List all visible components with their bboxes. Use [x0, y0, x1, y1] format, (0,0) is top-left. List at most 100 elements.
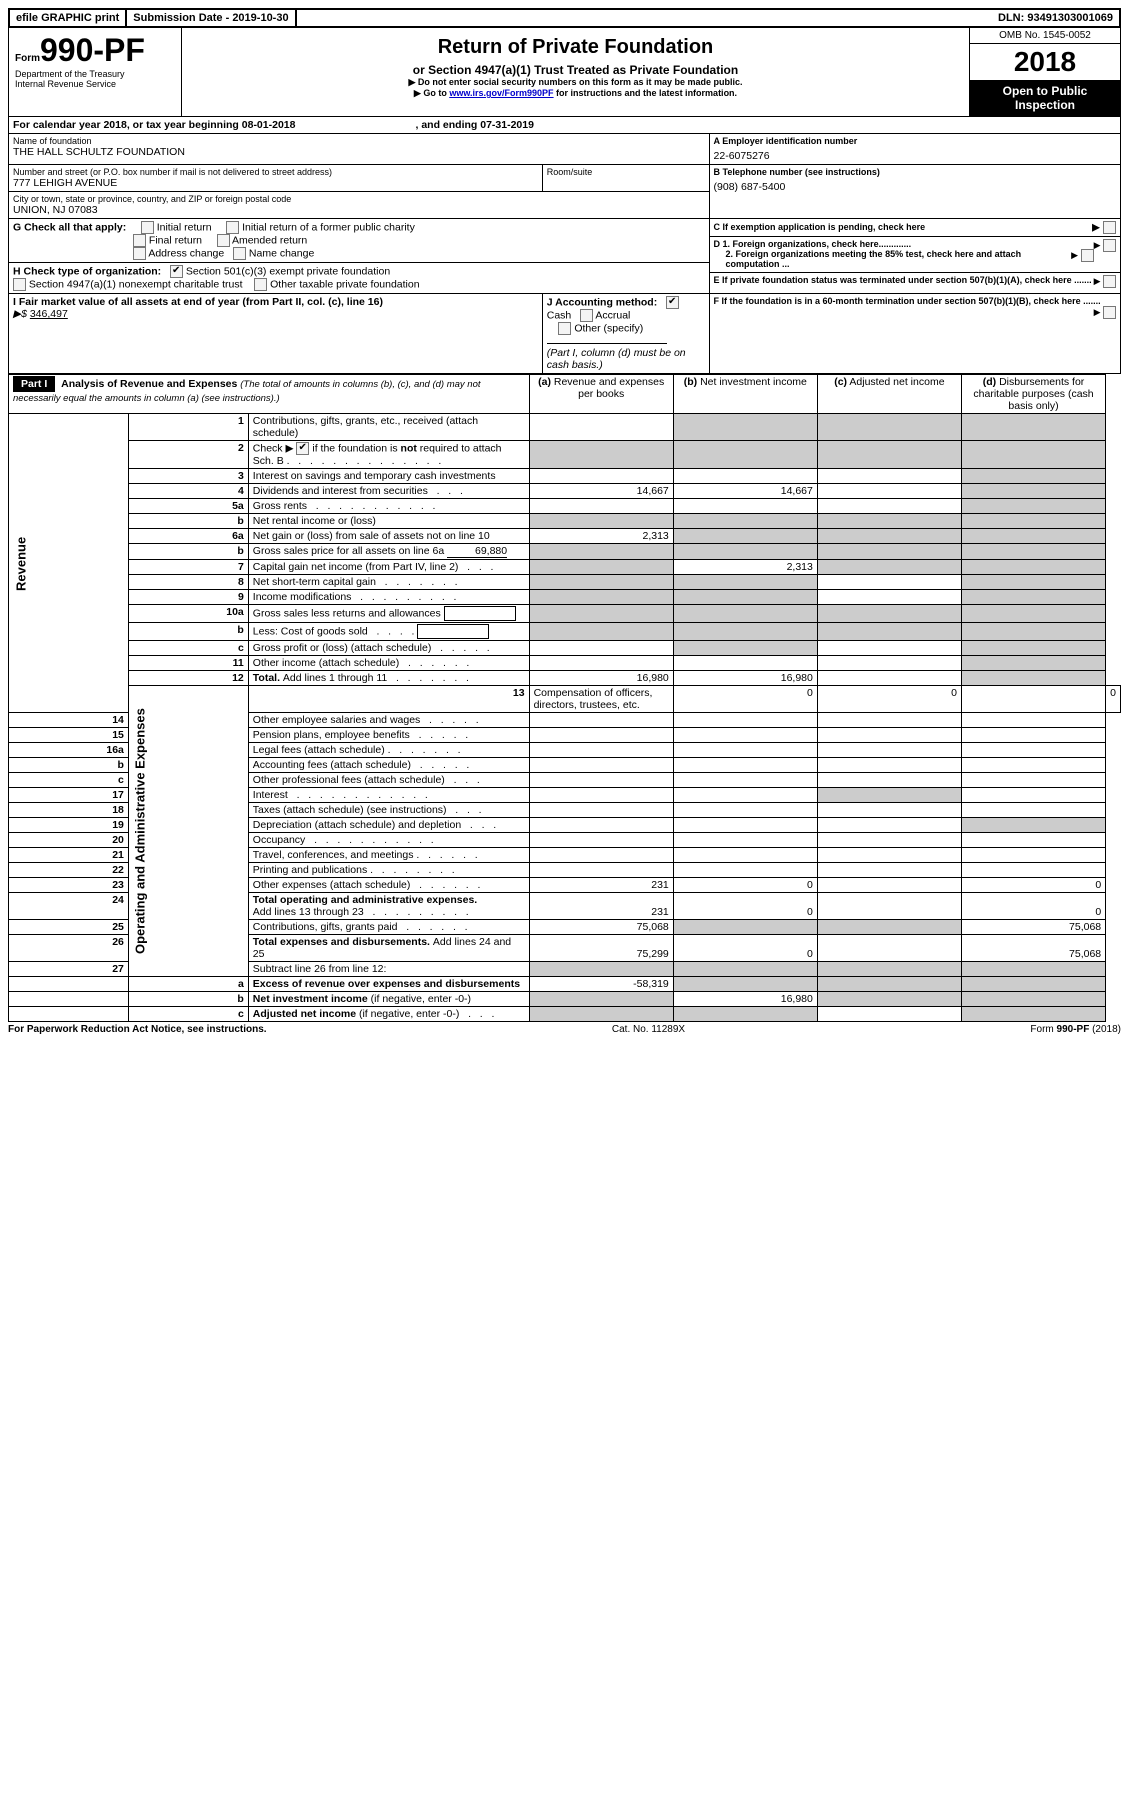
line10b-input[interactable]: [417, 624, 489, 639]
col-a: Revenue and expenses per books: [554, 376, 664, 400]
c-label: C If exemption application is pending, c…: [714, 222, 926, 232]
dept-label: Department of the Treasury: [15, 69, 175, 79]
line27: Subtract line 26 from line 12:: [248, 962, 529, 977]
line9: Income modifications: [253, 591, 352, 603]
val-24b: 0: [673, 893, 817, 920]
cash-checkbox[interactable]: [666, 296, 679, 309]
line16b: Accounting fees (attach schedule): [253, 759, 411, 771]
val-27a: -58,319: [529, 977, 673, 992]
d2-label: 2. Foreign organizations meeting the 85%…: [714, 249, 1068, 269]
line7: Capital gain net income (from Part IV, l…: [253, 561, 459, 573]
j-other: Other (specify): [574, 322, 643, 334]
name-change-checkbox[interactable]: [233, 247, 246, 260]
identity-table: For calendar year 2018, or tax year begi…: [8, 117, 1121, 374]
line23: Other expenses (attach schedule): [253, 879, 411, 891]
room-label: Room/suite: [542, 165, 709, 192]
initial-former-checkbox[interactable]: [226, 221, 239, 234]
i-prefix: ▶$: [13, 308, 30, 320]
line24: Total operating and administrative expen…: [253, 894, 477, 906]
part1-table: Part I Analysis of Revenue and Expenses …: [8, 374, 1121, 1022]
f-checkbox[interactable]: [1103, 306, 1116, 319]
val-4b: 14,667: [673, 484, 817, 499]
j-label: J Accounting method:: [547, 296, 657, 308]
form-subtitle: or Section 4947(a)(1) Trust Treated as P…: [186, 63, 965, 77]
line27b: Net investment income: [253, 993, 371, 1005]
line11: Other income (attach schedule): [253, 657, 400, 669]
h-label: H Check type of organization:: [13, 265, 161, 277]
dln: DLN: 93491303001069: [992, 10, 1119, 26]
goto-suffix: for instructions and the latest informat…: [554, 88, 738, 98]
line20: Occupancy: [253, 834, 306, 846]
val-6b: 69,880: [447, 545, 507, 558]
i-label: I Fair market value of all assets at end…: [13, 296, 383, 308]
name-label: Name of foundation: [13, 136, 705, 146]
instructions-link[interactable]: www.irs.gov/Form990PF: [449, 88, 553, 98]
val-4a: 14,667: [529, 484, 673, 499]
c-checkbox[interactable]: [1103, 221, 1116, 234]
omb-number: OMB No. 1545-0052: [970, 28, 1120, 44]
line18: Taxes (attach schedule) (see instruction…: [253, 804, 447, 816]
val-23d: 0: [961, 878, 1105, 893]
form-prefix: Form: [15, 53, 40, 64]
d2-checkbox[interactable]: [1081, 249, 1094, 262]
tax-year: 2018: [970, 44, 1120, 80]
line16c: Other professional fees (attach schedule…: [253, 774, 445, 786]
d1-checkbox[interactable]: [1103, 239, 1116, 252]
foundation-name: THE HALL SCHULTZ FOUNDATION: [13, 146, 705, 158]
line27c: Adjusted net income: [253, 1008, 359, 1020]
h3: Other taxable private foundation: [270, 278, 419, 290]
line15: Pension plans, employee benefits: [253, 729, 410, 741]
val-13b: 0: [817, 686, 961, 713]
line27a: Excess of revenue over expenses and disb…: [248, 977, 529, 992]
line10a-input[interactable]: [444, 606, 516, 621]
501c3-checkbox[interactable]: [170, 265, 183, 278]
val-24a: 231: [529, 893, 673, 920]
col-c: Adjusted net income: [849, 376, 944, 388]
line3: Interest on savings and temporary cash i…: [248, 469, 529, 484]
val-13d: 0: [1106, 686, 1121, 713]
j-cash: Cash: [547, 309, 572, 321]
line10b: Less: Cost of goods sold: [253, 625, 368, 637]
val-7b: 2,313: [673, 560, 817, 575]
city-label: City or town, state or province, country…: [13, 194, 705, 204]
addr-label: Number and street (or P.O. box number if…: [13, 167, 538, 177]
amended-return-checkbox[interactable]: [217, 234, 230, 247]
g3: Final return: [149, 234, 202, 246]
f-label: F If the foundation is in a 60-month ter…: [714, 296, 1101, 306]
schb-checkbox[interactable]: [296, 442, 309, 455]
line6a: Net gain or (loss) from sale of assets n…: [248, 529, 529, 544]
page-footer: For Paperwork Reduction Act Notice, see …: [8, 1022, 1121, 1035]
other-taxable-checkbox[interactable]: [254, 278, 267, 291]
cal-year-begin: For calendar year 2018, or tax year begi…: [13, 119, 295, 131]
cal-year-end: , and ending 07-31-2019: [415, 119, 533, 131]
accrual-checkbox[interactable]: [580, 309, 593, 322]
final-return-checkbox[interactable]: [133, 234, 146, 247]
e-label: E If private foundation status was termi…: [714, 275, 1092, 285]
g4: Amended return: [232, 234, 307, 246]
form-header: Form990-PF Department of the Treasury In…: [8, 28, 1121, 117]
val-12a: 16,980: [529, 671, 673, 686]
line22: Printing and publications: [253, 864, 367, 876]
paperwork-notice: For Paperwork Reduction Act Notice, see …: [8, 1024, 267, 1035]
form-ref: 990-PF: [1057, 1024, 1090, 1035]
goto-prefix: Go to: [414, 88, 449, 98]
initial-return-checkbox[interactable]: [141, 221, 154, 234]
col-b: Net investment income: [700, 376, 807, 388]
form-title: Return of Private Foundation: [186, 36, 965, 59]
line25: Contributions, gifts, grants paid: [253, 921, 398, 933]
val-23b: 0: [673, 878, 817, 893]
address-change-checkbox[interactable]: [133, 247, 146, 260]
line4: Dividends and interest from securities: [253, 485, 428, 497]
line10c: Gross profit or (loss) (attach schedule): [253, 642, 432, 654]
g-label: G Check all that apply:: [13, 221, 126, 233]
4947-checkbox[interactable]: [13, 278, 26, 291]
efile-label: efile GRAPHIC print: [10, 10, 127, 26]
j-note: (Part I, column (d) must be on cash basi…: [547, 347, 686, 371]
other-method-checkbox[interactable]: [558, 322, 571, 335]
val-24d: 0: [961, 893, 1105, 920]
e-checkbox[interactable]: [1103, 275, 1116, 288]
phone: (908) 687-5400: [714, 177, 1116, 193]
g5: Address change: [148, 247, 224, 259]
street-address: 777 LEHIGH AVENUE: [13, 177, 538, 189]
line14: Other employee salaries and wages: [253, 714, 421, 726]
